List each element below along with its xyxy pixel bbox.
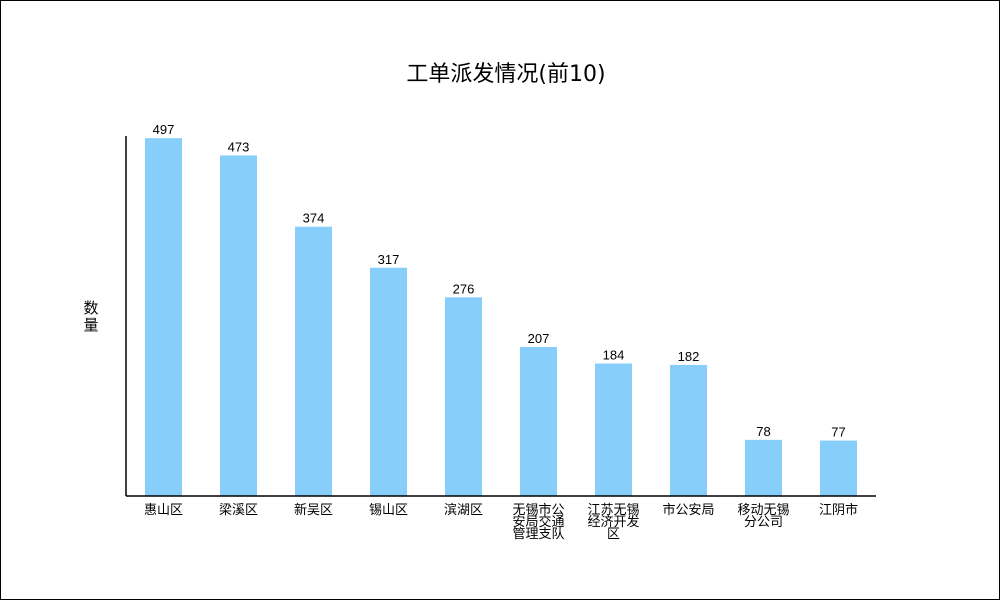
bars-group: 497 惠山区 473 梁溪区 374 新吴区 317 锡山区 276 滨湖区 207 无锡市公安局交… [144, 122, 858, 542]
bar [745, 439, 782, 496]
bar [295, 226, 332, 496]
x-tick-label: 移动无锡分公司 [737, 503, 789, 530]
bar [220, 155, 257, 496]
data-label: 497 [153, 122, 175, 137]
x-tick-label: 滨湖区 [444, 502, 483, 518]
bar [145, 138, 182, 496]
bar [595, 363, 632, 496]
x-tick-label: 新吴区 [294, 502, 333, 518]
bar [820, 440, 857, 496]
x-tick-label: 锡山区 [369, 503, 408, 518]
bar [370, 267, 407, 496]
data-label: 182 [678, 349, 700, 364]
data-label: 184 [603, 348, 625, 363]
bar [520, 346, 557, 496]
data-label: 77 [831, 425, 845, 440]
bar [670, 364, 707, 496]
x-tick-label: 江阴市 [819, 502, 858, 518]
x-tick-label: 江苏无锡经济开发区 [587, 502, 639, 542]
data-label: 207 [528, 331, 550, 346]
data-label: 317 [378, 252, 400, 267]
x-tick-label: 惠山区 [144, 503, 183, 518]
x-tick-label: 无锡市公安局交通管理支队 [512, 502, 564, 542]
data-label: 473 [228, 139, 250, 154]
data-label: 276 [453, 281, 475, 296]
chart-title: 工单派发情况(前10) [406, 62, 605, 87]
data-label: 78 [756, 424, 770, 439]
data-label: 374 [303, 211, 325, 226]
x-tick-label: 市公安局 [662, 502, 714, 518]
bar [445, 297, 482, 496]
y-axis-label: 数量 [83, 299, 98, 334]
x-tick-label: 梁溪区 [219, 503, 258, 518]
